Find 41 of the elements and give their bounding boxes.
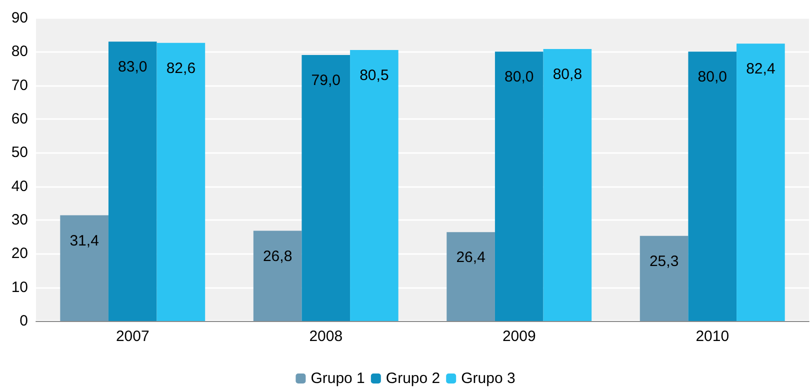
data-label: 80,5	[360, 66, 389, 84]
data-label: 79,0	[311, 72, 340, 90]
x-tick-label: 2008	[309, 328, 343, 345]
y-tick-label: 10	[11, 278, 28, 296]
legend-label: Grupo 1	[310, 370, 365, 387]
bar	[543, 48, 592, 321]
data-label: 26,4	[456, 249, 486, 266]
bar	[253, 230, 302, 321]
bar	[60, 215, 108, 321]
bar	[688, 52, 737, 321]
data-label: 31,4	[70, 232, 99, 250]
legend-label: Grupo 3	[461, 370, 516, 387]
data-label: 82,4	[746, 60, 776, 78]
bar	[640, 236, 688, 321]
x-tick-label: 2007	[116, 328, 150, 345]
x-tick-label: 2009	[502, 328, 536, 345]
data-label: 80,0	[698, 68, 727, 86]
bar	[736, 44, 785, 321]
legend-label: Grupo 2	[386, 370, 440, 387]
data-label: 80,0	[504, 68, 534, 86]
y-tick-label: 70	[11, 76, 28, 94]
x-tick-label: 2010	[696, 328, 730, 345]
bar	[446, 232, 495, 321]
y-tick-label: 0	[20, 312, 28, 330]
bar	[350, 50, 398, 321]
y-tick-label: 30	[11, 212, 28, 228]
data-label: 80,8	[552, 66, 582, 83]
bar	[108, 42, 157, 321]
y-tick-label: 40	[11, 178, 28, 195]
data-label: 25,3	[649, 252, 679, 270]
y-tick-label: 80	[11, 43, 28, 60]
y-tick-label: 90	[11, 10, 28, 26]
data-label: 82,6	[166, 60, 196, 77]
y-tick-label: 20	[11, 245, 28, 262]
data-label: 26,8	[262, 248, 292, 265]
bar	[494, 52, 544, 321]
data-label: 83,0	[118, 58, 148, 76]
y-tick-label: 50	[11, 144, 28, 162]
y-tick-label: 60	[11, 110, 28, 128]
bar	[302, 55, 350, 321]
bar	[156, 42, 206, 321]
